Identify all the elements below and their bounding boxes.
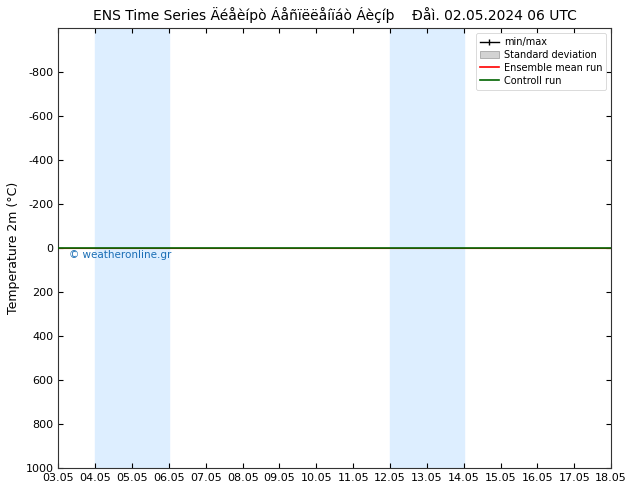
- Y-axis label: Temperature 2m (°C): Temperature 2m (°C): [7, 182, 20, 315]
- Bar: [390, 28, 463, 468]
- Title: ENS Time Series Äéåèípò Áåñïëëåíïáò Áèçíþ    Đåì. 02.05.2024 06 UTC: ENS Time Series Äéåèípò Áåñïëëåíïáò Áèçí…: [93, 7, 577, 23]
- Text: © weatheronline.gr: © weatheronline.gr: [69, 250, 172, 261]
- Legend: min/max, Standard deviation, Ensemble mean run, Controll run: min/max, Standard deviation, Ensemble me…: [476, 33, 606, 90]
- Bar: [95, 28, 169, 468]
